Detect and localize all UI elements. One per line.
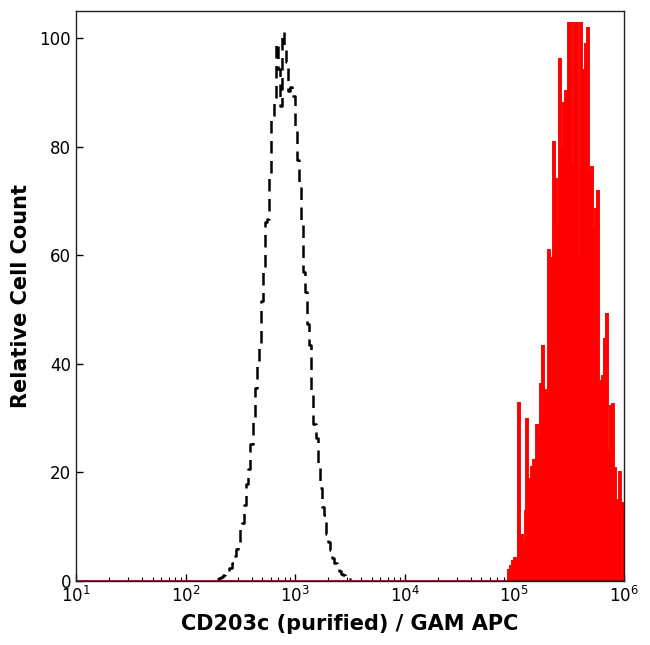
X-axis label: CD203c (purified) / GAM APC: CD203c (purified) / GAM APC (181, 614, 519, 634)
Y-axis label: Relative Cell Count: Relative Cell Count (11, 184, 31, 408)
